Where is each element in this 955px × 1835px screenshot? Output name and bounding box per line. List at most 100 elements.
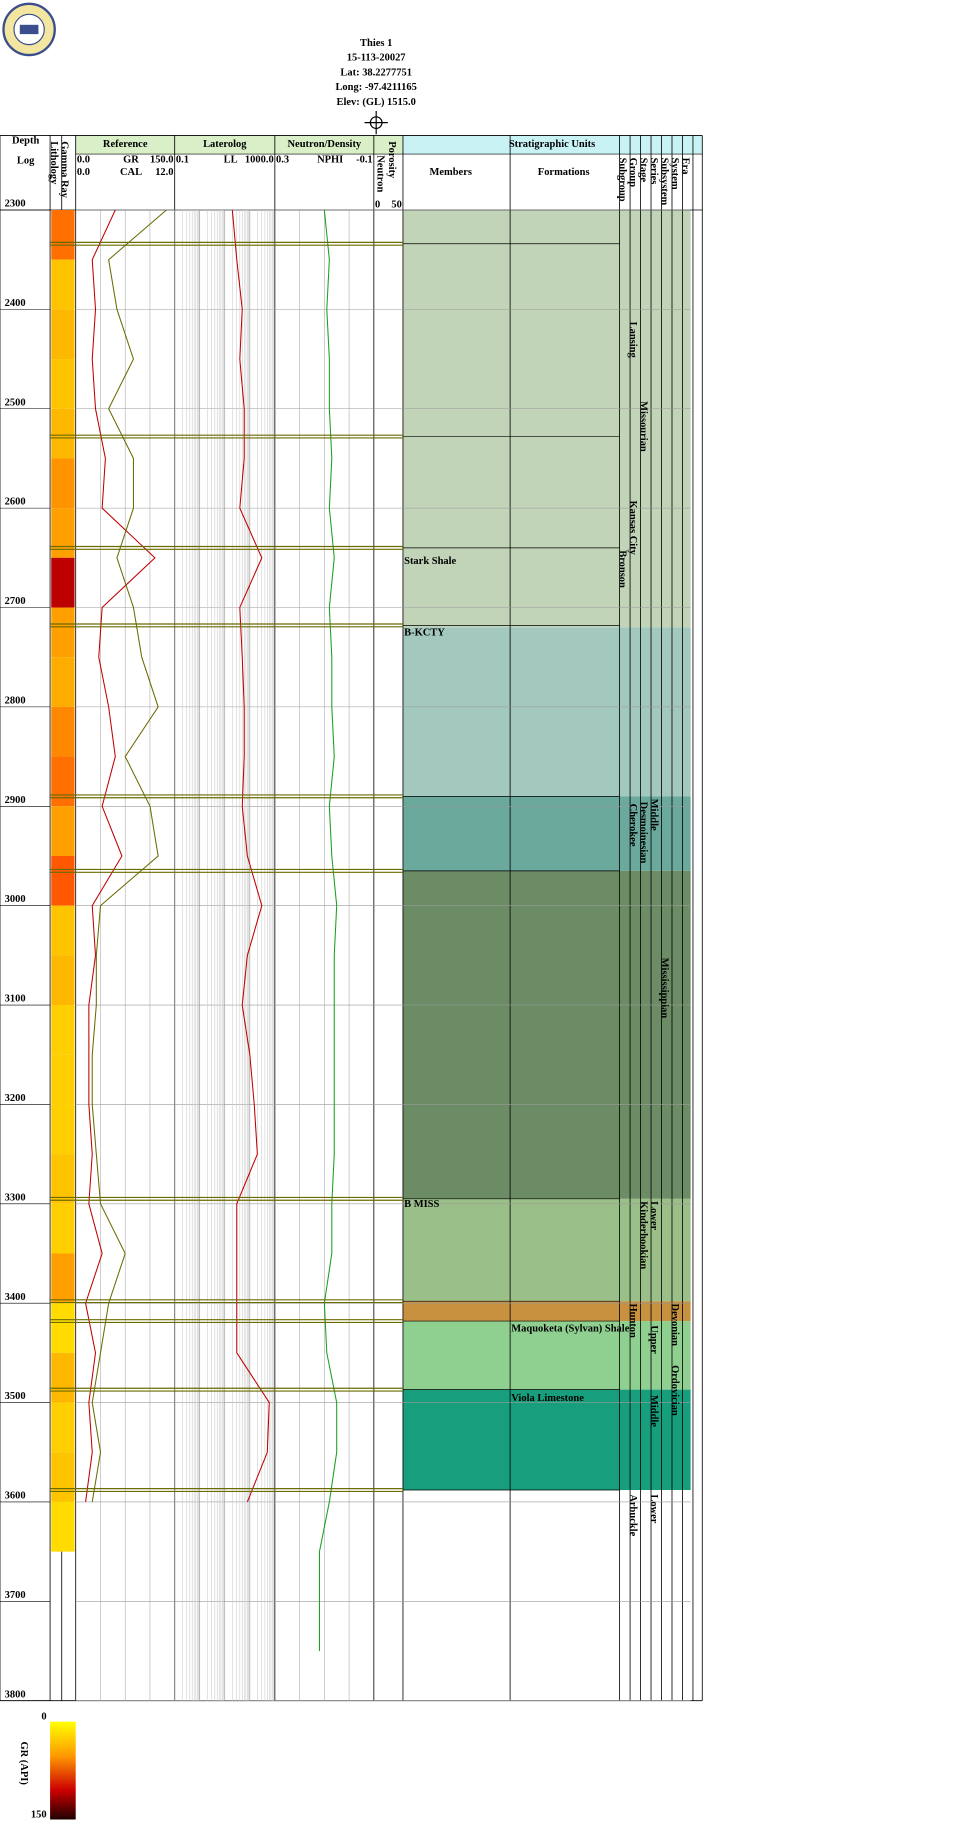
colorbar-min: 0: [41, 1711, 46, 1722]
lithology-cell: [51, 259, 75, 310]
lithology-cell: [51, 1203, 75, 1254]
neutron-header: Neutron: [374, 155, 385, 192]
track-header-band: [75, 135, 403, 155]
unit-label: Mississippian: [658, 958, 669, 1019]
depth-label: 3800: [5, 1689, 26, 1700]
lithology-cell: [51, 1104, 75, 1155]
header-line: Thies 1: [360, 38, 392, 49]
strat-interval: [402, 1321, 691, 1390]
lithology-cell: [51, 408, 75, 459]
depth-header: Depth: [12, 136, 40, 147]
depth-label: 3000: [5, 894, 26, 905]
lithology-cell: [51, 955, 75, 1006]
log-curve: [318, 209, 338, 1651]
track-title: Neutron/Density: [288, 139, 362, 150]
curve-name: NPHI: [317, 154, 343, 165]
curve-name: GR: [123, 154, 139, 165]
scale-min: 0.3: [276, 154, 289, 165]
porosity-min: 0: [375, 200, 380, 211]
unit-label: Arbuckle: [627, 1494, 638, 1536]
unit-label: Upper: [648, 1325, 659, 1354]
lithology-cell: [51, 209, 75, 260]
members-header: Members: [429, 167, 471, 178]
colorbar-max: 150: [31, 1809, 47, 1820]
depth-label: 3500: [5, 1391, 26, 1402]
member-label: Stark Shale: [404, 556, 456, 567]
unit-label: Cherokee: [627, 804, 638, 847]
lithology-cell: [51, 1402, 75, 1453]
lithology-cell: [51, 905, 75, 956]
depth-label: 2600: [5, 497, 26, 508]
track-title: Reference: [103, 139, 148, 150]
curve-name: LL: [224, 154, 238, 165]
track-title: Laterolog: [203, 139, 247, 150]
lithology-cell: [51, 607, 75, 658]
porosity-max: 50: [391, 200, 401, 211]
formation-label: Viola Limestone: [511, 1393, 584, 1404]
curve-name: CAL: [120, 167, 142, 178]
depth-label: 2800: [5, 695, 26, 706]
log-header: Log: [17, 155, 35, 166]
depth-label: 3100: [5, 994, 26, 1005]
strat-interval: [402, 209, 691, 628]
lithology-header: Lithology: [48, 141, 59, 185]
depth-label: 3400: [5, 1292, 26, 1303]
strat-interval: [402, 1389, 691, 1491]
strat-interval: [402, 627, 691, 797]
lithology-cell: [51, 756, 75, 807]
header-line: Elev: (GL) 1515.0: [336, 97, 415, 108]
depth-label: 2400: [5, 298, 26, 309]
strat-interval: [402, 1301, 691, 1322]
depth-label: 3300: [5, 1192, 26, 1203]
unit-label: Lansing: [627, 322, 638, 359]
scale-min: 0.1: [176, 154, 189, 165]
strat-interval: [402, 796, 691, 871]
well-symbol: [364, 110, 388, 135]
depth-label: 3600: [5, 1491, 26, 1502]
header-line: Lat: 38.2277751: [340, 67, 412, 78]
lithology-cell: [51, 359, 75, 409]
lithology-cell: [51, 855, 75, 906]
colorbar: [50, 1721, 76, 1820]
log-curve: [91, 209, 167, 1502]
lithology-cell: [51, 1005, 75, 1055]
unit-label: Lower: [648, 1494, 659, 1523]
unit-label: Kansas City: [627, 501, 638, 556]
lithology-cell: [51, 1054, 75, 1105]
porosity-header: Porosity: [386, 141, 397, 179]
lithology-cell: [51, 1352, 75, 1403]
formations-header: Formations: [538, 167, 590, 178]
formation-label: Maquoketa (Sylvan) Shale: [511, 1323, 629, 1334]
header-line: Long: -97.4211165: [335, 82, 416, 93]
strat-header-band: [402, 135, 703, 155]
lithology-cell: [51, 458, 75, 509]
member-label: B-KCTY: [404, 628, 445, 639]
lithology-cell: [51, 806, 75, 856]
scale-max: 12.0: [155, 167, 173, 178]
scale-max: 150.0: [150, 154, 174, 165]
depth-label: 2900: [5, 795, 26, 806]
lithology-cell: [51, 1452, 75, 1502]
member-label: B MISS: [404, 1199, 439, 1210]
lithology-cell: [51, 309, 75, 360]
lithology-cell: [51, 1253, 75, 1304]
scale-max: -0.1: [356, 154, 373, 165]
header-line: 15-113-20027: [347, 53, 406, 64]
unit-label: Hunton: [627, 1304, 638, 1339]
unit-label: Middle: [648, 799, 659, 831]
lithology-cell: [51, 1501, 75, 1552]
rank-header: Era: [679, 158, 690, 176]
rank-header: Series: [648, 158, 659, 185]
lithology-cell: [51, 706, 75, 757]
strat-interval: [402, 1198, 691, 1302]
gamma-header: Gamma Ray: [59, 141, 70, 198]
depth-label: 2700: [5, 596, 26, 607]
scale-min: 0.0: [77, 167, 90, 178]
strat-interval: [402, 870, 691, 1199]
strat-header: Stratigraphic Units: [509, 139, 595, 150]
log-curve: [231, 209, 270, 1503]
colorbar-label: GR (API): [18, 1741, 29, 1785]
logo: [2, 2, 56, 57]
lithology-cell: [51, 508, 75, 558]
